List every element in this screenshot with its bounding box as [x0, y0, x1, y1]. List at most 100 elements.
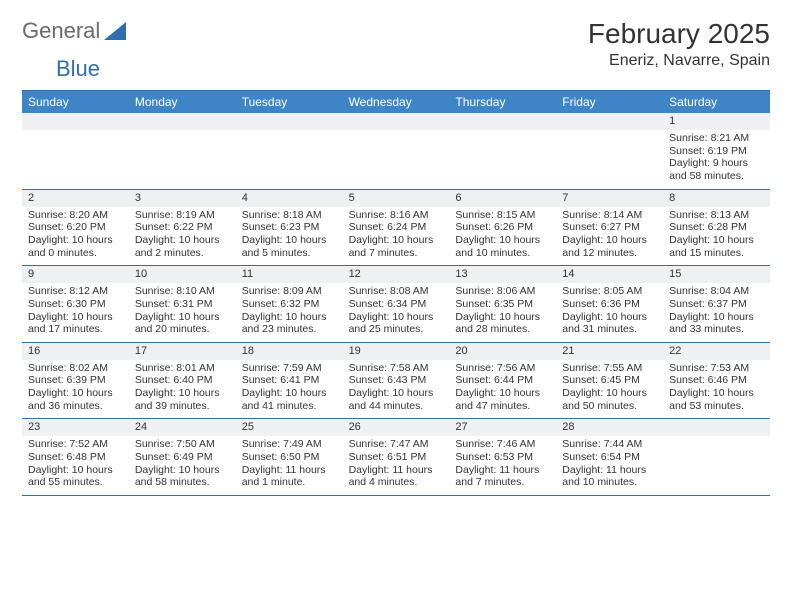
day-number: 19	[343, 343, 450, 360]
day-ss: Sunset: 6:39 PM	[28, 374, 123, 387]
day-header: Friday	[556, 91, 663, 113]
day-info: Sunrise: 8:06 AMSunset: 6:35 PMDaylight:…	[449, 283, 556, 341]
day-dl2: and 1 minute.	[242, 476, 337, 489]
day-number: 10	[129, 266, 236, 283]
day-dl1: Daylight: 10 hours	[242, 311, 337, 324]
day-sr: Sunrise: 8:05 AM	[562, 285, 657, 298]
day-ss: Sunset: 6:46 PM	[669, 374, 764, 387]
day-ss: Sunset: 6:26 PM	[455, 221, 550, 234]
day-dl1: Daylight: 10 hours	[28, 311, 123, 324]
day-number: 6	[449, 190, 556, 207]
day-ss: Sunset: 6:37 PM	[669, 298, 764, 311]
day-dl1: Daylight: 11 hours	[562, 464, 657, 477]
day-info: Sunrise: 8:02 AMSunset: 6:39 PMDaylight:…	[22, 360, 129, 418]
day-dl2: and 31 minutes.	[562, 323, 657, 336]
logo-triangle-icon	[104, 22, 126, 40]
day-info	[663, 436, 770, 494]
day-ss: Sunset: 6:41 PM	[242, 374, 337, 387]
day-number: 14	[556, 266, 663, 283]
day-ss: Sunset: 6:35 PM	[455, 298, 550, 311]
day-info: Sunrise: 8:01 AMSunset: 6:40 PMDaylight:…	[129, 360, 236, 418]
day-ss: Sunset: 6:32 PM	[242, 298, 337, 311]
calendar: Sunday Monday Tuesday Wednesday Thursday…	[22, 90, 770, 496]
day-dl2: and 36 minutes.	[28, 400, 123, 413]
day-sr: Sunrise: 8:21 AM	[669, 132, 764, 145]
day-dl2: and 17 minutes.	[28, 323, 123, 336]
day-number: 13	[449, 266, 556, 283]
daynum-row: 232425262728	[22, 419, 770, 436]
day-dl1: Daylight: 10 hours	[28, 464, 123, 477]
day-dl1: Daylight: 11 hours	[349, 464, 444, 477]
day-dl1: Daylight: 9 hours	[669, 157, 764, 170]
day-info: Sunrise: 8:20 AMSunset: 6:20 PMDaylight:…	[22, 207, 129, 265]
day-dl1: Daylight: 10 hours	[135, 311, 230, 324]
day-ss: Sunset: 6:30 PM	[28, 298, 123, 311]
day-dl1: Daylight: 10 hours	[28, 234, 123, 247]
day-ss: Sunset: 6:51 PM	[349, 451, 444, 464]
day-sr: Sunrise: 8:14 AM	[562, 209, 657, 222]
day-number: 4	[236, 190, 343, 207]
daynum-row: 9101112131415	[22, 266, 770, 283]
daynum-row: 2345678	[22, 190, 770, 207]
day-dl1: Daylight: 10 hours	[135, 234, 230, 247]
day-ss: Sunset: 6:45 PM	[562, 374, 657, 387]
logo-text-1: General	[22, 18, 100, 44]
day-sr: Sunrise: 8:10 AM	[135, 285, 230, 298]
day-header: Wednesday	[343, 91, 450, 113]
day-header: Thursday	[449, 91, 556, 113]
week-row: Sunrise: 8:21 AMSunset: 6:19 PMDaylight:…	[22, 130, 770, 189]
day-info: Sunrise: 8:21 AMSunset: 6:19 PMDaylight:…	[663, 130, 770, 188]
day-dl2: and 53 minutes.	[669, 400, 764, 413]
day-info	[343, 130, 450, 188]
day-dl1: Daylight: 11 hours	[455, 464, 550, 477]
day-dl1: Daylight: 10 hours	[455, 234, 550, 247]
day-sr: Sunrise: 8:01 AM	[135, 362, 230, 375]
day-info: Sunrise: 8:18 AMSunset: 6:23 PMDaylight:…	[236, 207, 343, 265]
day-sr: Sunrise: 8:06 AM	[455, 285, 550, 298]
day-ss: Sunset: 6:48 PM	[28, 451, 123, 464]
day-number	[449, 113, 556, 130]
day-header: Saturday	[663, 91, 770, 113]
day-number: 12	[343, 266, 450, 283]
day-number: 5	[343, 190, 450, 207]
day-dl1: Daylight: 10 hours	[562, 311, 657, 324]
day-sr: Sunrise: 8:13 AM	[669, 209, 764, 222]
day-ss: Sunset: 6:53 PM	[455, 451, 550, 464]
day-dl1: Daylight: 10 hours	[28, 387, 123, 400]
day-info: Sunrise: 7:53 AMSunset: 6:46 PMDaylight:…	[663, 360, 770, 418]
day-sr: Sunrise: 8:20 AM	[28, 209, 123, 222]
day-ss: Sunset: 6:43 PM	[349, 374, 444, 387]
day-dl1: Daylight: 10 hours	[242, 387, 337, 400]
day-number	[22, 113, 129, 130]
day-ss: Sunset: 6:40 PM	[135, 374, 230, 387]
day-dl1: Daylight: 10 hours	[455, 311, 550, 324]
day-number: 1	[663, 113, 770, 130]
day-number: 26	[343, 419, 450, 436]
day-number: 9	[22, 266, 129, 283]
day-ss: Sunset: 6:44 PM	[455, 374, 550, 387]
day-sr: Sunrise: 7:56 AM	[455, 362, 550, 375]
day-number: 7	[556, 190, 663, 207]
day-info: Sunrise: 7:58 AMSunset: 6:43 PMDaylight:…	[343, 360, 450, 418]
day-ss: Sunset: 6:34 PM	[349, 298, 444, 311]
day-dl1: Daylight: 10 hours	[349, 311, 444, 324]
day-dl1: Daylight: 10 hours	[669, 234, 764, 247]
day-dl1: Daylight: 10 hours	[349, 387, 444, 400]
day-dl2: and 10 minutes.	[455, 247, 550, 260]
day-number: 17	[129, 343, 236, 360]
day-dl2: and 4 minutes.	[349, 476, 444, 489]
day-dl1: Daylight: 10 hours	[669, 387, 764, 400]
day-header: Tuesday	[236, 91, 343, 113]
day-sr: Sunrise: 7:58 AM	[349, 362, 444, 375]
day-dl2: and 20 minutes.	[135, 323, 230, 336]
day-sr: Sunrise: 7:52 AM	[28, 438, 123, 451]
day-dl2: and 33 minutes.	[669, 323, 764, 336]
week-row: Sunrise: 8:02 AMSunset: 6:39 PMDaylight:…	[22, 360, 770, 419]
day-info: Sunrise: 8:16 AMSunset: 6:24 PMDaylight:…	[343, 207, 450, 265]
week-row: Sunrise: 8:20 AMSunset: 6:20 PMDaylight:…	[22, 207, 770, 266]
day-number	[236, 113, 343, 130]
day-info: Sunrise: 7:55 AMSunset: 6:45 PMDaylight:…	[556, 360, 663, 418]
day-number: 11	[236, 266, 343, 283]
day-sr: Sunrise: 7:55 AM	[562, 362, 657, 375]
day-sr: Sunrise: 8:04 AM	[669, 285, 764, 298]
